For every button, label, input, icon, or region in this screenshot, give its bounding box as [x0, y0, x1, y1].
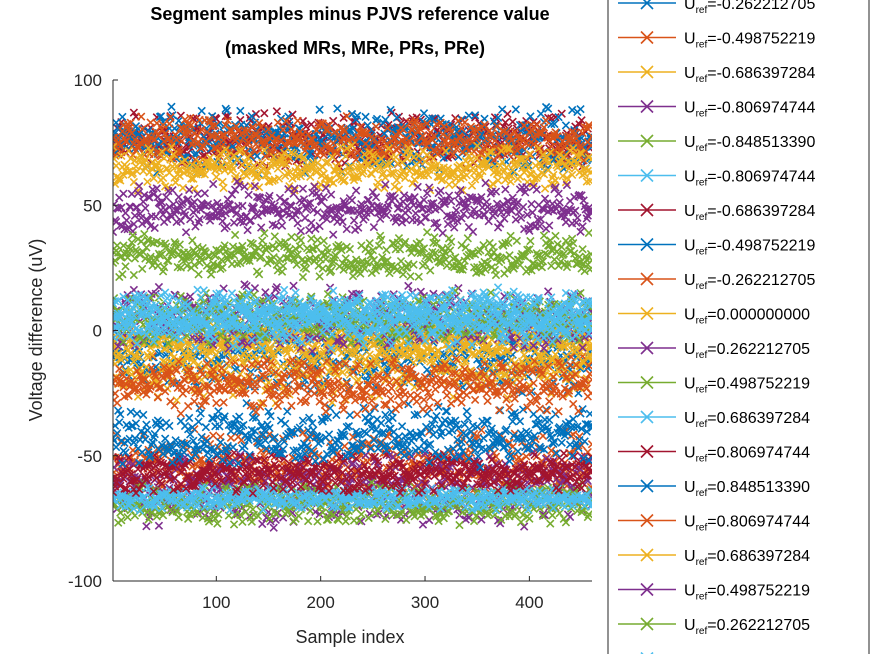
- data-point: [357, 510, 366, 519]
- data-point: [213, 519, 222, 528]
- data-point: [477, 515, 486, 524]
- data-point: [174, 513, 183, 522]
- data-point: [449, 392, 458, 401]
- data-point: [550, 449, 559, 458]
- data-point: [142, 522, 151, 531]
- data-point: [117, 516, 126, 525]
- data-point: [367, 478, 376, 487]
- data-point: [180, 364, 190, 373]
- data-point: [269, 523, 278, 532]
- data-point: [573, 370, 582, 379]
- data-point: [214, 443, 223, 452]
- data-point: [236, 510, 245, 520]
- data-point: [278, 513, 288, 522]
- data-point: [303, 516, 313, 526]
- data-point: [258, 519, 267, 529]
- data-point: [433, 353, 442, 362]
- series-layer: [113, 102, 592, 532]
- data-point: [226, 433, 236, 443]
- data-point: [211, 514, 220, 523]
- data-point: [120, 353, 129, 362]
- data-point: [587, 440, 592, 449]
- data-point: [461, 356, 470, 365]
- data-point: [271, 509, 280, 519]
- data-point: [583, 447, 592, 457]
- data-point: [194, 360, 203, 369]
- data-point: [520, 522, 529, 531]
- data-point: [294, 511, 303, 521]
- data-point: [238, 517, 247, 526]
- data-point: [214, 510, 223, 519]
- data-point: [189, 357, 198, 367]
- data-point: [538, 510, 548, 519]
- data-point: [551, 350, 560, 359]
- data-point: [357, 517, 366, 526]
- data-point: [355, 516, 364, 525]
- data-point: [318, 508, 327, 517]
- data-point: [334, 515, 343, 525]
- data-point: [340, 357, 349, 366]
- data-point: [271, 515, 280, 525]
- data-point: [306, 506, 315, 516]
- data-point: [444, 354, 454, 363]
- data-point: [273, 348, 283, 357]
- data-point: [420, 449, 430, 458]
- data-point: [338, 368, 347, 377]
- data-point: [364, 365, 373, 374]
- data-point: [272, 332, 282, 342]
- data-point: [342, 512, 351, 521]
- data-point: [565, 512, 575, 522]
- data-point: [158, 511, 168, 520]
- data-point: [418, 520, 428, 529]
- data-point: [366, 360, 375, 370]
- data-point: [265, 514, 274, 523]
- data-point: [504, 346, 513, 355]
- data-point: [172, 396, 181, 405]
- data-point: [375, 440, 385, 449]
- data-point: [426, 357, 435, 366]
- data-point: [373, 506, 383, 515]
- data-point: [392, 355, 402, 364]
- data-point: [236, 450, 245, 460]
- data-point: [392, 450, 402, 459]
- data-point: [236, 369, 245, 379]
- data-point: [373, 360, 383, 369]
- data-point: [381, 514, 390, 524]
- data-point: [154, 521, 164, 530]
- data-point: [264, 378, 273, 387]
- data-point: [366, 442, 375, 452]
- data-point: [587, 356, 592, 365]
- data-point: [313, 517, 322, 526]
- data-point: [517, 357, 527, 366]
- data-point: [348, 432, 358, 442]
- data-point: [348, 459, 358, 468]
- data-point: [364, 513, 373, 523]
- data-point: [456, 429, 465, 438]
- data-point: [466, 448, 476, 457]
- data-point: [299, 482, 309, 491]
- data-point: [144, 515, 153, 524]
- data-point: [122, 367, 131, 377]
- data-point: [540, 511, 550, 520]
- data-point: [522, 452, 531, 461]
- data-point: [229, 520, 239, 529]
- data-point: [123, 513, 132, 522]
